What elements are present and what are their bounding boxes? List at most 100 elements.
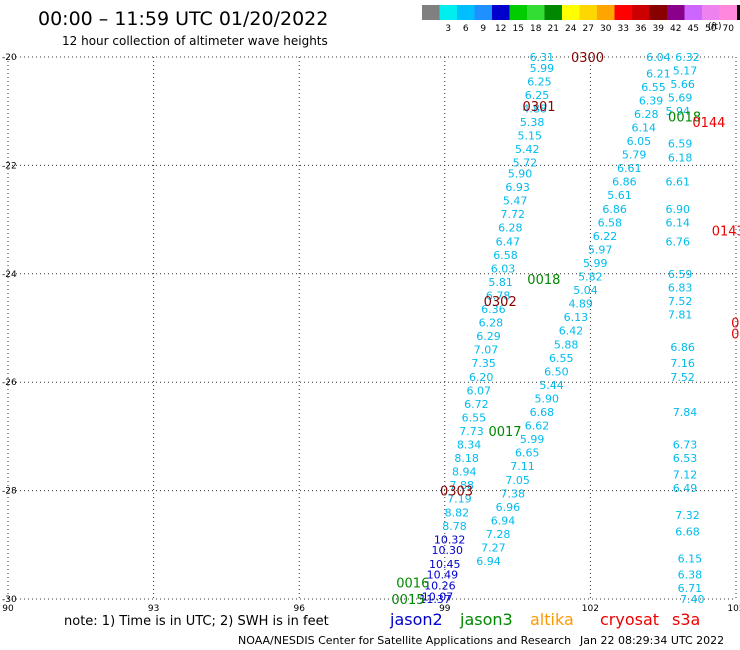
pass-label: 0143 <box>712 224 740 239</box>
swh-value: 7.27 <box>481 542 506 555</box>
legend-swatch <box>597 5 615 20</box>
swh-value: 7.28 <box>486 528 511 541</box>
swh-tracks: 6.315.996.256.254.885.385.155.425.725.90… <box>419 51 704 606</box>
swh-value: 8.82 <box>445 506 470 519</box>
swh-value: 6.94 <box>491 514 516 527</box>
swh-value: 5.42 <box>515 143 540 156</box>
legend-swatch <box>527 5 545 20</box>
satellite-altika: altika <box>530 610 574 629</box>
legend-swatch <box>614 5 632 20</box>
legend-swatch-label: 18 <box>530 24 542 34</box>
legend-swatch-label: 42 <box>670 24 681 34</box>
swh-value: 6.86 <box>612 176 637 189</box>
pass-label: 0016 <box>396 577 429 592</box>
swh-value: 6.78 <box>486 289 511 302</box>
legend-swatch <box>492 5 510 20</box>
swh-value: 7.84 <box>673 406 698 419</box>
swh-value: 11.37 <box>419 593 451 606</box>
legend-swatch <box>632 5 650 20</box>
swh-value: 6.55 <box>641 81 666 94</box>
swh-value: 5.97 <box>588 243 613 256</box>
swh-value: 4.89 <box>568 298 593 311</box>
swh-value: 7.07 <box>474 344 499 357</box>
pass-label: 0301 <box>522 100 555 115</box>
swh-value: 6.28 <box>634 108 659 121</box>
swh-value: 6.59 <box>668 268 693 281</box>
legend-swatch-label: 21 <box>548 24 559 34</box>
legend-swatch-label: 24 <box>565 24 577 34</box>
legend-swatch-label: 39 <box>653 24 665 34</box>
pass-label: 012 <box>731 317 740 332</box>
satellite-jason3: jason3 <box>459 610 513 629</box>
swh-value: 6.04 <box>646 51 671 64</box>
swh-value: 7.35 <box>471 357 496 370</box>
swh-value: 6.14 <box>632 121 657 134</box>
pass-label: 012 <box>731 327 740 342</box>
swh-value: 5.81 <box>488 276 513 289</box>
legend-swatch <box>474 5 492 20</box>
swh-value: 6.15 <box>678 552 703 565</box>
y-tick-label: -30 <box>2 595 17 605</box>
swh-value: 6.25 <box>525 89 550 102</box>
swh-value: 6.59 <box>668 138 693 151</box>
swh-track-jason3: 6.046.216.556.396.286.146.055.796.616.86… <box>476 51 670 568</box>
swh-value: 5.90 <box>508 168 533 181</box>
y-tick-label: -26 <box>2 378 17 388</box>
swh-value: 6.31 <box>530 51 555 64</box>
y-tick-label: -24 <box>2 270 17 280</box>
swh-value: 6.49 <box>673 482 698 495</box>
swh-value: 6.55 <box>549 352 574 365</box>
swh-value: 6.90 <box>666 203 691 216</box>
y-tick-label: -28 <box>2 487 17 497</box>
legend-swatch-label: 50 <box>705 24 717 34</box>
swh-value: 6.71 <box>678 582 703 595</box>
legend-swatch <box>719 5 737 20</box>
swh-value: 5.99 <box>583 257 608 270</box>
swh-value: 6.93 <box>505 181 530 194</box>
legend-swatch <box>439 5 457 20</box>
x-tick-label: 96 <box>293 604 305 614</box>
swh-value: 5.04 <box>573 284 598 297</box>
swh-value: 6.65 <box>515 447 540 460</box>
swh-value: 5.44 <box>539 379 564 392</box>
swh-value: 10.30 <box>431 544 463 557</box>
swh-value: 6.50 <box>544 365 569 378</box>
swh-value: 6.28 <box>498 222 523 235</box>
footer-timestamp: Jan 22 08:29:34 UTC 2022 <box>579 634 724 647</box>
pass-label: 0300 <box>571 51 604 66</box>
legend-swatch <box>509 5 527 20</box>
swh-value: 6.18 <box>668 151 693 164</box>
swh-value: 8.18 <box>454 452 479 465</box>
y-tick-label: -20 <box>2 53 17 63</box>
footer-note: note: 1) Time is in UTC; 2) SWH is in fe… <box>64 614 329 629</box>
x-tick-label: 90 <box>2 604 14 614</box>
swh-value: 6.47 <box>496 235 521 248</box>
legend-swatch <box>562 5 580 20</box>
swh-value: 10.45 <box>429 558 461 571</box>
swh-value: 6.39 <box>639 94 664 107</box>
swh-value: 6.73 <box>673 439 698 452</box>
legend-swatch-label: 6 <box>463 24 469 34</box>
swh-value: 6.61 <box>617 162 642 175</box>
footer-credit: NOAA/NESDIS Center for Satellite Applica… <box>238 634 571 647</box>
grid <box>7 56 737 600</box>
swh-value: 5.47 <box>503 195 528 208</box>
swh-value: 6.94 <box>476 555 501 568</box>
swh-value: 7.32 <box>675 509 700 522</box>
swh-value: 5.38 <box>520 116 545 129</box>
x-tick-label: 93 <box>148 604 159 614</box>
legend-swatch <box>737 5 740 20</box>
legend-swatch-label: 33 <box>618 24 629 34</box>
swh-value: 6.58 <box>493 249 518 262</box>
pass-label: 0303 <box>440 485 473 500</box>
swh-value: 6.42 <box>559 325 584 338</box>
swh-value: 6.20 <box>469 371 494 384</box>
swh-value: 6.96 <box>496 501 521 514</box>
swh-value: 6.68 <box>675 525 700 538</box>
swh-value: 7.72 <box>500 208 525 221</box>
satellite-cryosat: cryosat <box>600 610 659 629</box>
swh-value: 6.53 <box>673 452 698 465</box>
swh-value: 6.76 <box>666 235 691 248</box>
chart-subtitle: 12 hour collection of altimeter wave hei… <box>62 34 328 48</box>
